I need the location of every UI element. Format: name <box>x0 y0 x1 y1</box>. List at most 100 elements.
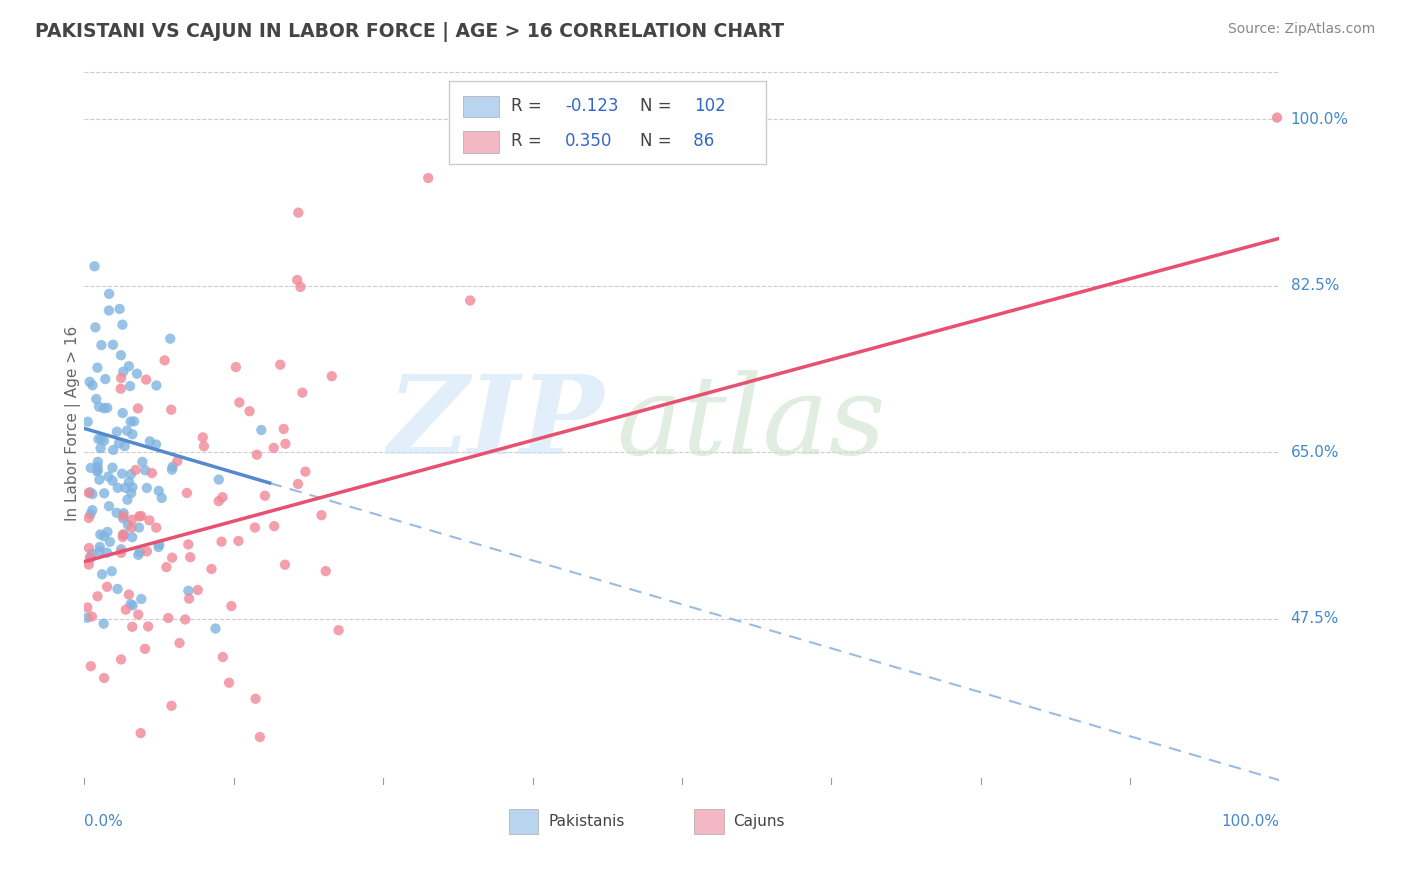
Point <box>96 546 118 560</box>
Point <box>93 434 115 448</box>
Point <box>228 533 250 548</box>
Point <box>115 424 138 438</box>
Point <box>77 486 100 500</box>
Point <box>112 511 135 525</box>
Point <box>76 611 98 625</box>
Point <box>114 439 136 453</box>
Point <box>98 534 121 549</box>
Point <box>138 513 160 527</box>
Point <box>124 463 146 477</box>
Point <box>129 509 152 524</box>
Point <box>121 530 143 544</box>
Point <box>93 486 115 500</box>
Point <box>263 441 285 455</box>
Point <box>211 534 233 549</box>
Point <box>89 473 111 487</box>
Point <box>82 487 104 501</box>
Point <box>120 415 142 429</box>
Point <box>245 691 267 706</box>
Point <box>86 360 108 375</box>
Point <box>86 589 108 603</box>
Point <box>218 675 240 690</box>
Point <box>89 540 111 554</box>
Point <box>135 544 157 558</box>
Point <box>82 503 104 517</box>
Point <box>148 538 170 552</box>
Point <box>80 609 103 624</box>
Point <box>98 499 121 513</box>
Point <box>107 481 129 495</box>
Point <box>86 459 108 474</box>
Point <box>93 616 115 631</box>
Point <box>93 671 115 685</box>
Point <box>103 442 125 457</box>
Point <box>93 529 115 543</box>
Point <box>111 406 134 420</box>
Point <box>160 402 183 417</box>
Point <box>79 375 101 389</box>
Point <box>135 373 157 387</box>
Text: N =: N = <box>640 132 676 150</box>
Text: ZIP: ZIP <box>388 370 605 477</box>
Point <box>253 489 276 503</box>
Point <box>107 582 129 596</box>
Point <box>290 280 312 294</box>
Text: 102: 102 <box>695 97 725 115</box>
Point <box>120 379 142 393</box>
Point <box>155 560 177 574</box>
Text: 82.5%: 82.5% <box>1291 278 1339 293</box>
Point <box>111 467 134 481</box>
Point <box>273 422 295 436</box>
Point <box>1265 111 1288 125</box>
Point <box>110 382 132 396</box>
Text: 100.0%: 100.0% <box>1222 814 1279 829</box>
Point <box>96 580 118 594</box>
Point <box>211 490 233 504</box>
Point <box>169 636 191 650</box>
Point <box>101 337 124 351</box>
Point <box>274 558 297 572</box>
Point <box>86 464 108 478</box>
Text: 0.0%: 0.0% <box>84 814 124 829</box>
Point <box>162 459 184 474</box>
Point <box>287 205 309 219</box>
Point <box>238 404 260 418</box>
Point <box>127 607 149 622</box>
Point <box>200 562 222 576</box>
Point <box>84 320 107 334</box>
Point <box>79 550 101 565</box>
Point <box>111 530 134 544</box>
Point <box>129 726 152 740</box>
Point <box>139 434 162 449</box>
Point <box>112 509 135 524</box>
Point <box>121 427 143 442</box>
Point <box>111 318 134 332</box>
Point <box>121 620 143 634</box>
Point <box>77 511 100 525</box>
Point <box>87 432 110 446</box>
Point <box>249 730 271 744</box>
Point <box>76 415 98 429</box>
Point <box>128 509 150 524</box>
FancyBboxPatch shape <box>463 95 499 118</box>
Point <box>177 537 200 551</box>
Point <box>114 602 136 616</box>
Point <box>179 550 201 565</box>
Point <box>87 400 110 414</box>
Point <box>458 293 481 308</box>
Point <box>208 494 231 508</box>
Point <box>159 332 181 346</box>
Point <box>148 540 170 554</box>
Point <box>274 437 297 451</box>
Point <box>177 583 200 598</box>
Point <box>246 448 269 462</box>
Point <box>150 491 173 505</box>
Point <box>100 564 122 578</box>
Point <box>153 353 176 368</box>
Point <box>269 358 291 372</box>
Point <box>193 439 215 453</box>
Point <box>77 558 100 572</box>
Point <box>145 378 167 392</box>
Point <box>211 650 233 665</box>
Point <box>79 507 101 521</box>
